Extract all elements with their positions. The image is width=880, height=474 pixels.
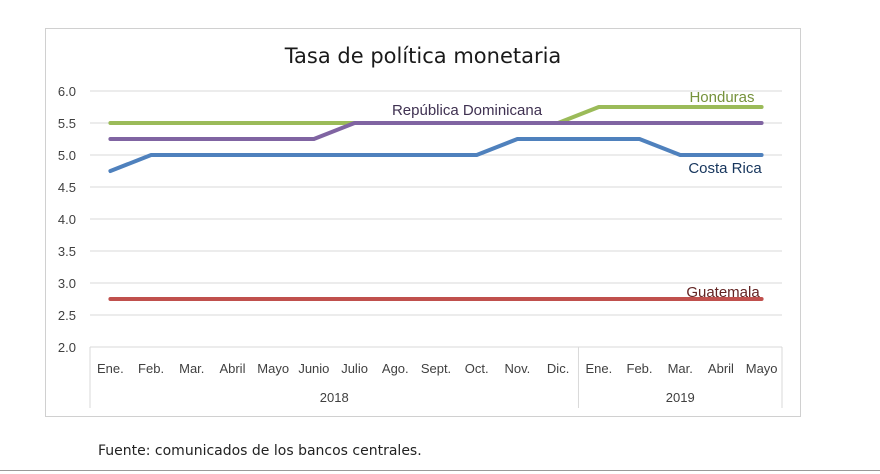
series-label: Guatemala xyxy=(686,284,760,301)
y-tick-label: 2.5 xyxy=(58,308,76,323)
x-tick-label: Mar. xyxy=(179,361,204,376)
y-tick-label: 6.0 xyxy=(58,84,76,99)
x-tick-label: Mayo xyxy=(746,361,778,376)
series-labels: Honduras República Dominicana Costa Rica Gu… xyxy=(392,89,762,301)
x-tick-label: Julio xyxy=(341,361,368,376)
x-tick-label: Feb. xyxy=(627,361,653,376)
x-tick-label: Ago. xyxy=(382,361,409,376)
x-tick-label: Oct. xyxy=(465,361,489,376)
y-tick-label: 3.5 xyxy=(58,244,76,259)
x-axis: Ene. Feb. Mar. Abril Mayo Junio Julio Ago. Sept.… xyxy=(89,347,783,408)
year-group-label: 2019 xyxy=(666,390,695,405)
y-axis-ticks: 2.0 2.5 3.0 3.5 4.0 4.5 5.0 5.5 6.0 xyxy=(58,84,76,355)
x-tick-label: Abril xyxy=(219,361,245,376)
series-line-costa-rica xyxy=(108,137,764,173)
y-tick-label: 5.0 xyxy=(58,148,76,163)
x-tick-label: Mar. xyxy=(668,361,693,376)
gridlines xyxy=(90,90,782,348)
series-label: Costa Rica xyxy=(688,160,762,177)
year-group-label: 2018 xyxy=(320,390,349,405)
y-tick-label: 4.5 xyxy=(58,180,76,195)
x-tick-label: Feb. xyxy=(138,361,164,376)
x-tick-label: Nov. xyxy=(505,361,531,376)
y-tick-label: 5.5 xyxy=(58,116,76,131)
x-tick-label: Abril xyxy=(708,361,734,376)
series-label: Honduras xyxy=(689,89,754,106)
x-tick-label: Ene. xyxy=(97,361,124,376)
x-tick-label: Ene. xyxy=(585,361,612,376)
y-tick-label: 2.0 xyxy=(58,340,76,355)
y-tick-label: 4.0 xyxy=(58,212,76,227)
x-tick-label: Junio xyxy=(298,361,329,376)
bottom-divider xyxy=(0,470,880,471)
series-lines xyxy=(108,105,764,301)
chart-frame xyxy=(45,28,801,417)
x-tick-label: Mayo xyxy=(257,361,289,376)
chart-title: Tasa de política monetaria xyxy=(284,44,562,68)
series-label: República Dominicana xyxy=(392,102,543,119)
y-tick-label: 3.0 xyxy=(58,276,76,291)
x-tick-label: Dic. xyxy=(547,361,569,376)
x-tick-label: Sept. xyxy=(421,361,451,376)
source-note: Fuente: comunicados de los bancos centra… xyxy=(98,443,422,459)
series-line-república-dominicana xyxy=(108,121,764,141)
